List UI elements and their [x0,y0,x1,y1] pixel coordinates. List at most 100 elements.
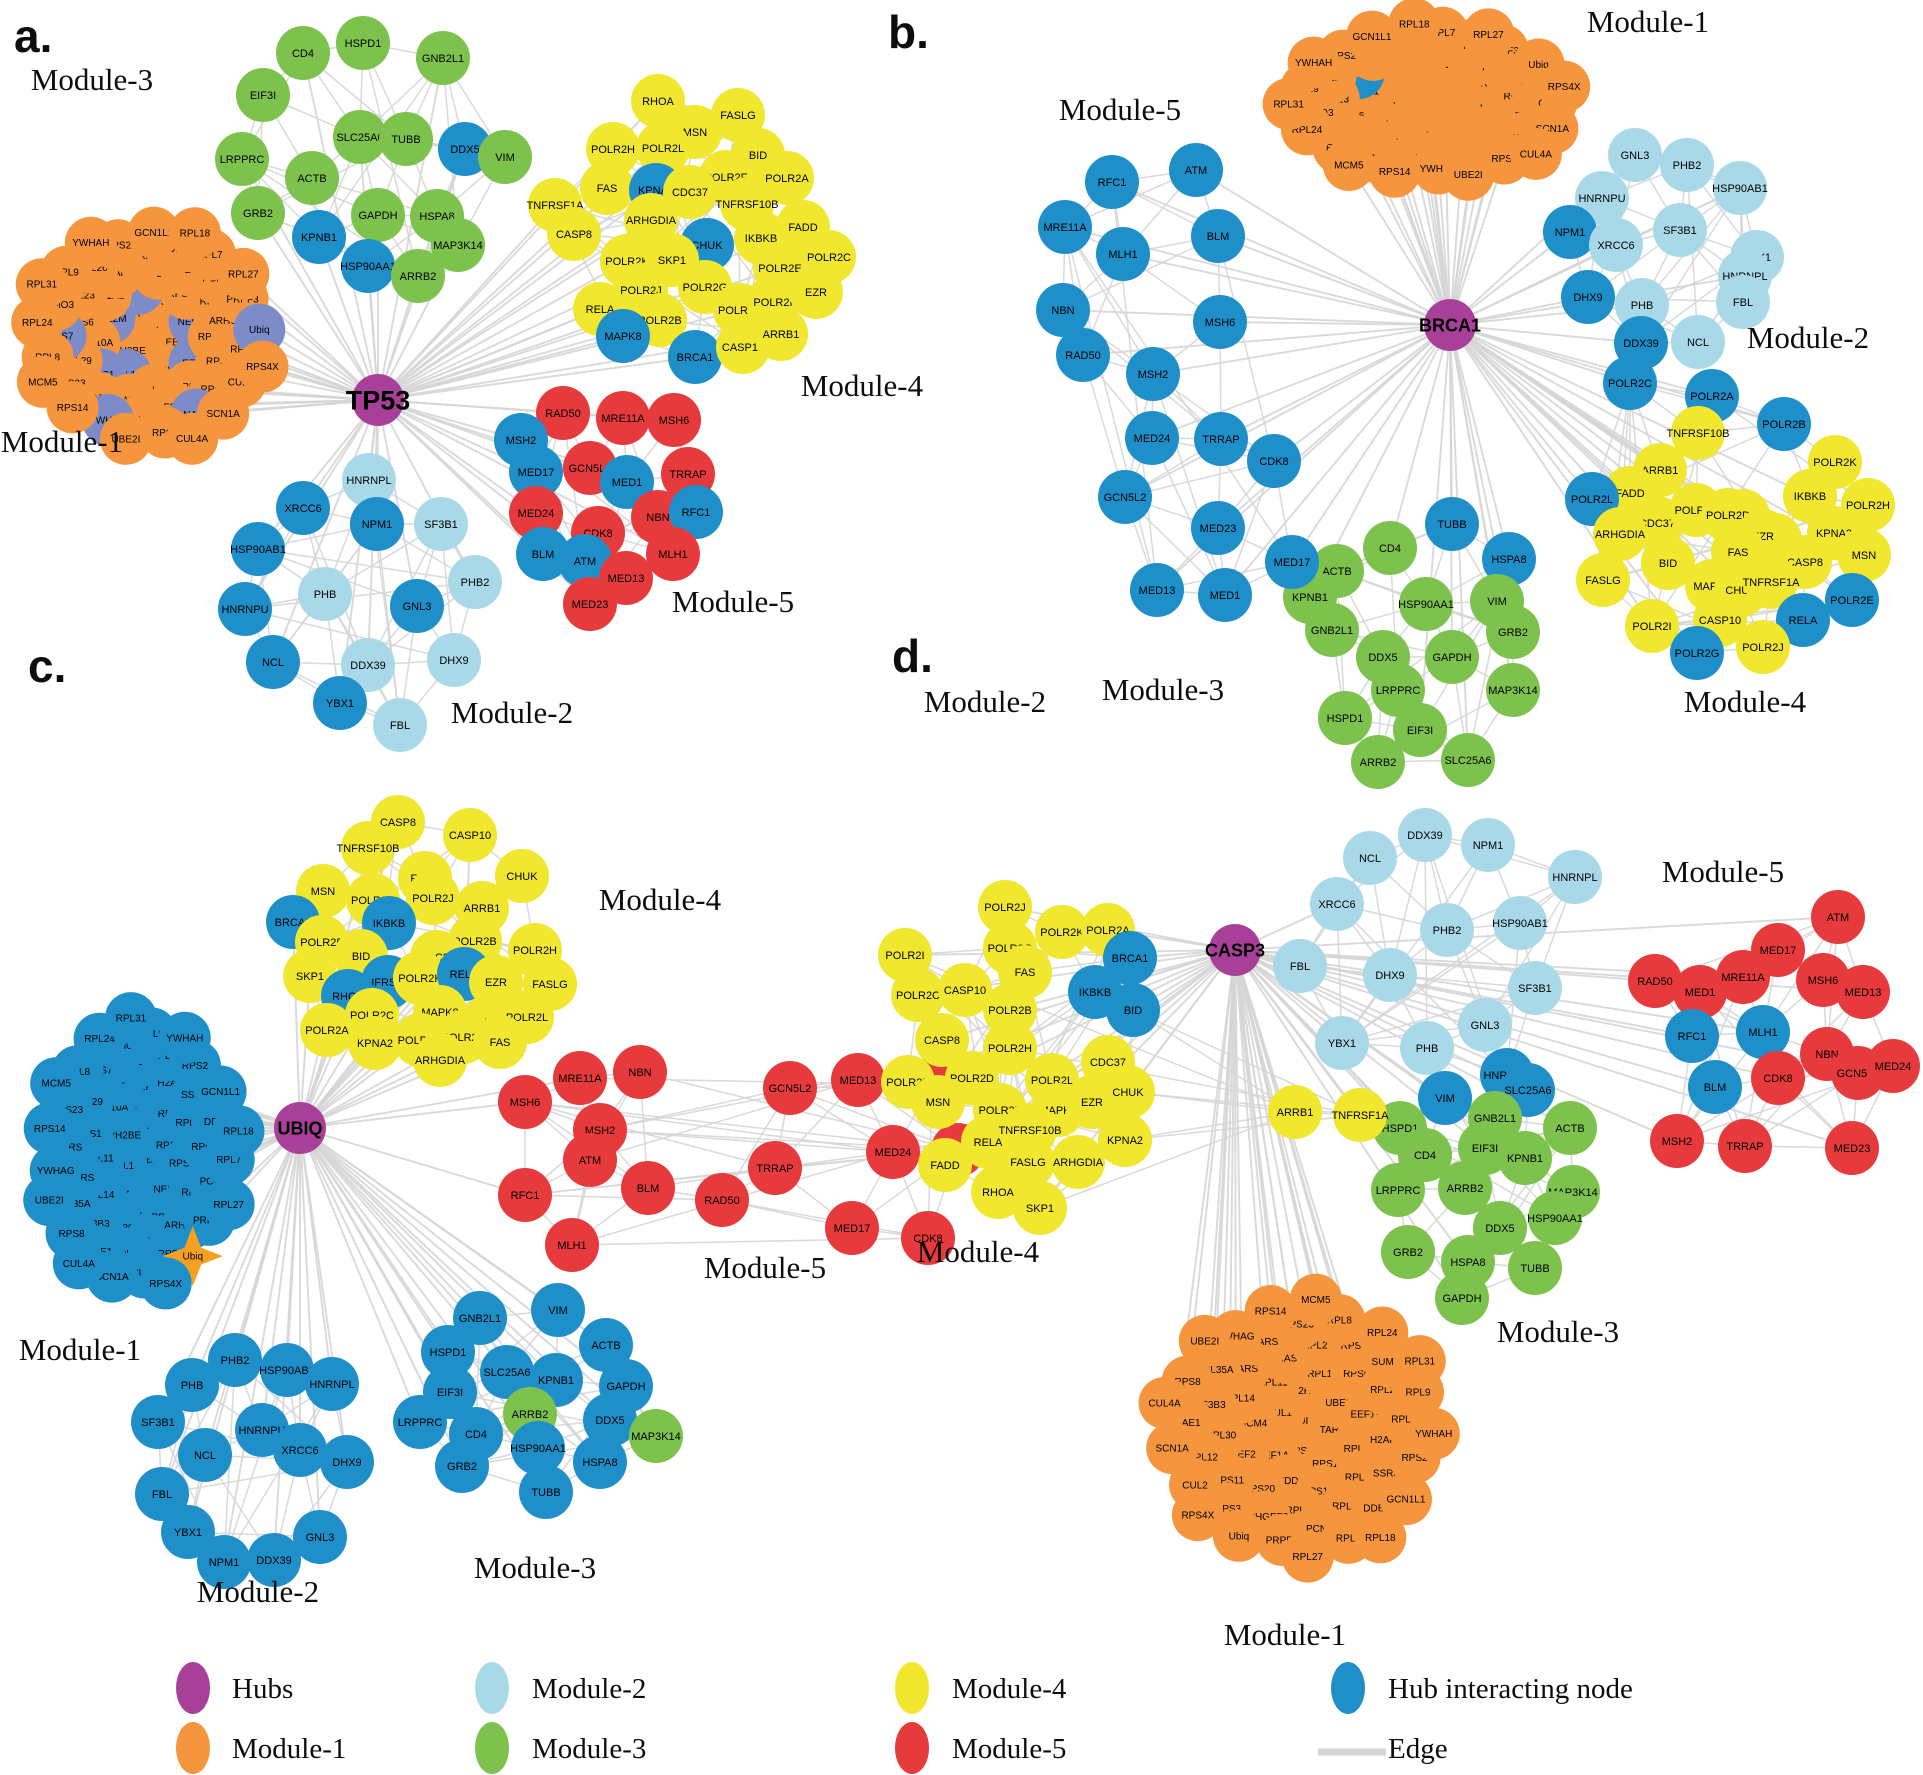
node-label-gnl3: GNL3 [306,1532,335,1544]
node-label-eif3i: EIF3I [250,90,276,102]
node-a-rpl18 [168,207,221,260]
node-label-hsp90aa1: HSP90AA1 [340,261,396,273]
node-label-vim: VIM [1487,596,1507,608]
node-label-ubiq: Ubiq [249,325,270,336]
node-label-gcn1l1: GCN1L1 [134,228,173,239]
module-label-a-module-2: Module-2 [451,695,573,730]
node-label-dhx9: DHX9 [332,1457,361,1469]
node-label-mre11a: MRE11A [1721,972,1765,984]
node-b-polr2c [1603,356,1657,410]
node-label-ywhag: YWHAG [1420,164,1458,175]
node-label-sf3b1: SF3B1 [1518,983,1552,995]
node-a-npm1 [350,497,404,551]
node-label-ube2i: UBE2I [111,434,140,445]
node-label-polr2e: POLR2E [758,263,801,275]
node-label-rpl27: RPL27 [1473,30,1504,41]
node-b-phb2 [1660,138,1714,192]
node-label-ncl: NCL [1359,853,1381,865]
node-a-gapdh [351,188,405,242]
node-label-ddx5: DDX5 [1368,652,1397,664]
node-label-polr2j: POLR2J [412,893,454,905]
node-label-gnb2l1: GNB2L1 [459,1313,501,1325]
legend-swatch-hub-interacting-node [1331,1662,1365,1714]
edge [377,204,556,401]
node-label-rpl31: RPL31 [26,280,57,291]
node-label-ezr: EZR [485,977,507,989]
node-label-eif3i: EIF3I [437,1387,463,1399]
node-label-sf3b1: SF3B1 [1663,225,1697,237]
module-label-b-module-5: Module-5 [1059,92,1181,127]
legend-label-hub-interacting-node: Hub interacting node [1388,1673,1633,1705]
panel-letter-b: b. [888,6,929,58]
node-label-med13: MED13 [1845,987,1882,999]
node-label-rpl27: RPL27 [213,1200,244,1211]
node-label-npm1: NPM1 [209,1557,240,1569]
node-label-actb: ACTB [1555,1123,1584,1135]
node-label-arhgdia: ARHGDIA [626,215,677,227]
node-label-ube2i: UBE2I [1454,170,1483,181]
node-a-vim [478,130,532,184]
node-label-tubb: TUBB [531,1487,560,1499]
node-b-slc25a6 [1441,733,1495,787]
node-label-scn1a: SCN1A [206,409,240,420]
node-label-med13: MED13 [608,573,645,585]
node-label-msh6: MSH6 [1205,317,1236,329]
edge [161,1127,301,1495]
node-label-casp8: CASP8 [380,817,416,829]
node-label-tnfrsf10b: TNFRSF10B [337,843,400,855]
node-label-gapdh: GAPDH [1442,1293,1481,1305]
node-a-msh6 [647,393,701,447]
node-label-mre11a: MRE11A [1043,222,1087,234]
hub-label-casp3: CASP3 [1205,940,1265,960]
edge [1234,949,1361,1116]
node-b-hspd1 [1318,691,1372,745]
node-label-faslg: FASLG [1010,1157,1045,1169]
edge [1151,437,1226,596]
module-label-c-module-3: Module-3 [474,1550,596,1585]
node-a-hsp90ab1 [231,522,285,576]
node-label-phb: PHB [1631,300,1654,312]
module-label-d-module-5: Module-5 [1662,854,1784,889]
edge [377,335,624,401]
legend-swatch-module-2 [475,1662,509,1714]
node-b-rpl27 [1462,8,1515,61]
node-label-ubiq: Ubiq [1528,60,1549,71]
node-a-tubb [379,112,433,166]
node-a-blm [516,527,570,581]
node-label-polr2a: POLR2A [1690,391,1734,403]
node-label-fadd: FADD [788,222,817,234]
node-b-rpl18 [1388,0,1441,51]
node-label-rpl18: RPL18 [1399,20,1430,31]
legend-label-module-4: Module-4 [952,1673,1067,1705]
node-label-rela: RELA [974,1137,1003,1149]
module-label-b-module-3: Module-3 [1102,672,1224,707]
node-label-rpl7: RPL7 [198,250,223,261]
node-label-kpnb1: KPNB1 [538,1375,574,1387]
node-label-faslg: FASLG [1585,575,1620,587]
node-label-ybx1: YBX1 [174,1527,202,1539]
node-label-ikbkb: IKBKB [745,233,777,245]
node-label-polr2h: POLR2H [513,945,557,957]
node-label-fadd: FADD [1615,488,1644,500]
node-label-cdc37: CDC37 [1639,518,1675,530]
node-a-phb [298,567,352,621]
node-label-gapdh: GAPDH [358,210,397,222]
node-a-med1 [600,455,654,509]
module-label-c-module-2: Module-2 [197,1574,319,1609]
node-label-med17: MED17 [518,467,555,479]
node-label-blm: BLM [1207,231,1230,243]
node-label-rfc1: RFC1 [511,1190,540,1202]
node-label-faslg: FASLG [720,110,755,122]
edge [1186,949,1236,1382]
node-label-blm: BLM [532,549,555,561]
node-label-cul4a: CUL4A [1520,149,1553,160]
node-label-ube2i: UBE2I [35,1196,64,1207]
edge [789,1087,959,1151]
node-b-cul4a [1509,127,1562,180]
node-label-phb: PHB [1416,1043,1439,1055]
node-label-vim: VIM [548,1305,568,1317]
node-label-tubb: TUBB [1437,519,1466,531]
node-label-msh6: MSH6 [1808,975,1839,987]
